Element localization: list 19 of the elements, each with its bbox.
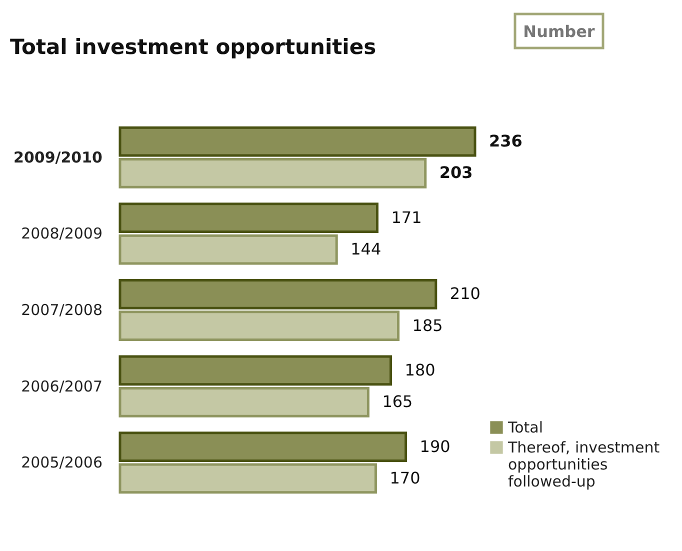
data-label: 190 xyxy=(420,436,450,456)
data-label: 170 xyxy=(390,468,420,488)
data-label: 171 xyxy=(391,208,422,227)
data-label: 210 xyxy=(450,284,480,304)
data-label: 185 xyxy=(412,316,443,335)
legend-label: Total xyxy=(507,418,544,436)
chart-title: Total investment opportunities xyxy=(10,35,376,59)
y-tick-label: 2008/2009 xyxy=(21,224,102,243)
data-label: 236 xyxy=(489,132,522,151)
data-label: 203 xyxy=(439,163,473,182)
y-tick-label: 2009/2010 xyxy=(14,148,102,166)
data-label: 165 xyxy=(382,392,413,412)
data-label: 180 xyxy=(404,360,436,380)
legend-label: Thereof, investment opportunities followed-up xyxy=(507,438,660,490)
y-tick-label: 2006/2007 xyxy=(21,377,102,396)
data-label: 144 xyxy=(350,240,382,259)
y-tick-label: 2007/2008 xyxy=(21,301,102,319)
y-tick-label: 2005/2006 xyxy=(21,454,102,472)
text: Number xyxy=(523,22,595,41)
